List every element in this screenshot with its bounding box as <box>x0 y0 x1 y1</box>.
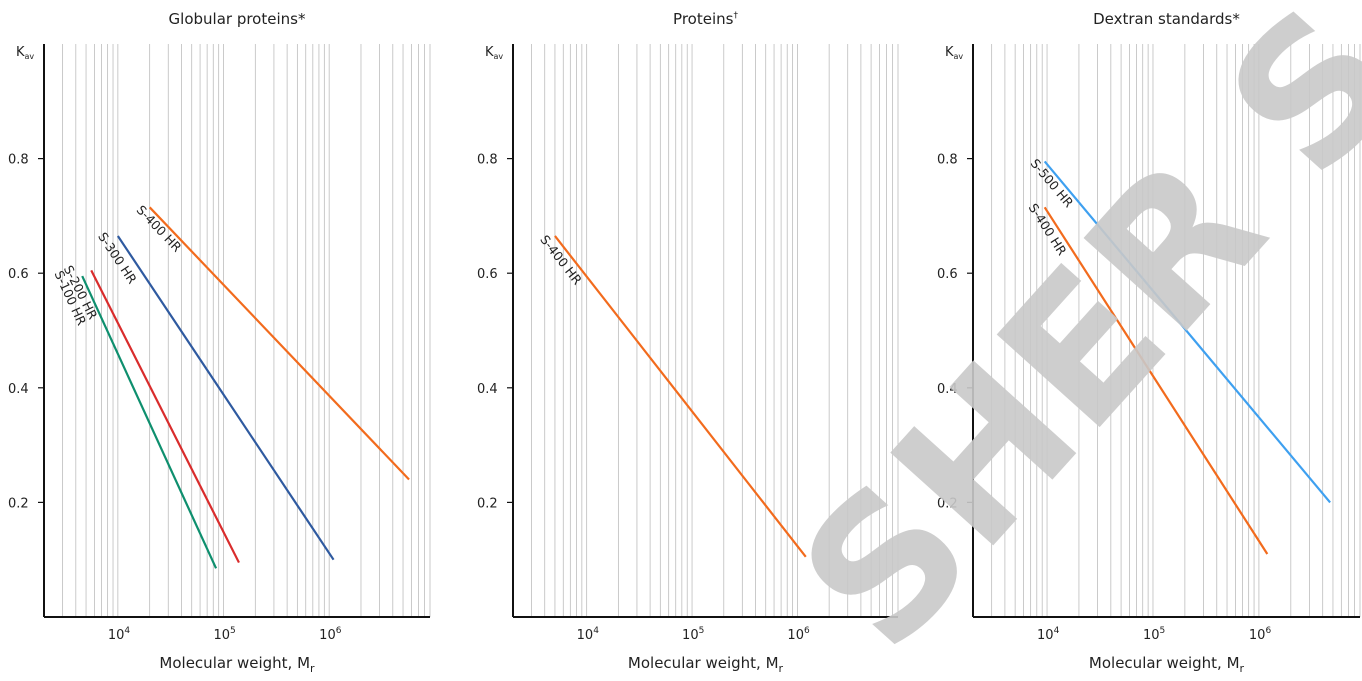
y-tick-label: 0.6 <box>477 267 498 282</box>
x-axis-label-subscript: r <box>1240 662 1245 675</box>
x-tick-label: 106 <box>319 626 342 643</box>
x-tick-label: 104 <box>108 626 131 643</box>
y-tick-label: 0.4 <box>8 382 29 397</box>
watermark-text: SHER SAS <box>759 0 1362 681</box>
x-tick-label: 104 <box>1037 626 1060 643</box>
x-axis-label: Molecular weight, Mr <box>159 654 315 675</box>
x-axis-label-subscript: r <box>310 662 315 675</box>
x-tick-exponent: 5 <box>1160 626 1166 636</box>
y-tick-label: 0.4 <box>477 382 498 397</box>
x-tick-exponent: 6 <box>1265 626 1271 636</box>
x-tick-label: 105 <box>682 626 704 643</box>
series-line <box>1043 160 1331 504</box>
series-line <box>1043 206 1269 555</box>
chart-title: Globular proteins* <box>169 10 306 28</box>
x-tick-exponent: 4 <box>593 626 599 636</box>
y-axis-label: Kav <box>16 45 34 61</box>
x-tick-exponent: 5 <box>230 626 236 636</box>
x-tick-exponent: 5 <box>699 626 705 636</box>
y-axis-label: Kav <box>485 45 503 61</box>
y-tick-label: 0.4 <box>937 382 958 397</box>
x-tick-label: 104 <box>577 626 600 643</box>
series-line <box>81 275 218 569</box>
x-axis-label: Molecular weight, Mr <box>628 654 784 675</box>
x-tick-exponent: 4 <box>124 626 130 636</box>
x-tick-exponent: 6 <box>804 626 810 636</box>
x-tick-exponent: 6 <box>336 626 342 636</box>
y-tick-label: 0.2 <box>937 496 958 511</box>
x-tick-label: 106 <box>787 626 810 643</box>
y-tick-label: 0.8 <box>477 153 498 168</box>
series-line <box>90 269 240 564</box>
series-line <box>116 235 335 561</box>
series-line <box>148 206 410 481</box>
x-tick-label: 106 <box>1249 626 1272 643</box>
chart-panel: Globular proteins* Kav 0.2 0.4 0.6 0.8 104 105 1… <box>8 10 431 675</box>
x-tick-label: 105 <box>214 626 236 643</box>
y-tick-label: 0.6 <box>8 267 29 282</box>
y-tick-label: 0.8 <box>937 153 958 168</box>
chart-title-superscript: † <box>733 11 738 21</box>
y-tick-label: 0.2 <box>477 496 498 511</box>
y-tick-label: 0.2 <box>8 496 29 511</box>
x-tick-exponent: 4 <box>1054 626 1060 636</box>
x-axis-label: Molecular weight, Mr <box>1089 654 1245 675</box>
chart-title: Proteins† <box>673 10 738 28</box>
y-axis-label-subscript: av <box>25 52 35 61</box>
series-line <box>554 235 807 558</box>
y-tick-label: 0.8 <box>8 153 29 168</box>
x-tick-label: 105 <box>1143 626 1165 643</box>
chart-title: Dextran standards* <box>1093 10 1240 28</box>
y-axis-label-subscript: av <box>494 52 504 61</box>
y-tick-label: 0.6 <box>937 267 958 282</box>
x-axis-label-subscript: r <box>779 662 784 675</box>
y-axis-label-subscript: av <box>954 52 964 61</box>
series-label: S-400 HR <box>134 202 185 255</box>
y-axis-label: Kav <box>945 45 963 61</box>
